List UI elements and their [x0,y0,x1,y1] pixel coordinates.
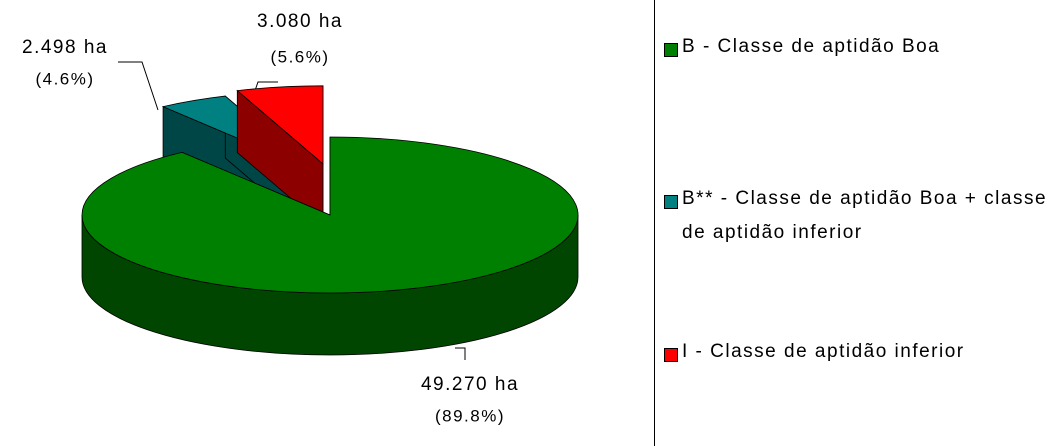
legend-swatch [664,195,678,209]
legend-label: B - Classe de aptidão Boa [682,36,941,57]
legend-swatch [664,43,678,57]
legend-border [654,0,655,446]
legend-item: B** - Classe de aptidão Boa + classe de … [664,188,1054,250]
legend-label: I - Classe de aptidão inferior [682,341,965,362]
value-label: 2.498 ha [22,37,108,58]
value-label: 49.270 ha [421,374,519,395]
leader-line [118,61,159,111]
legend-item: I - Classe de aptidão inferior [664,341,1054,369]
value-label: 3.080 ha [257,11,343,32]
percent-label: (89.8%) [435,406,505,425]
legend-item: B - Classe de aptidão Boa [664,36,1054,64]
legend-swatch [664,348,678,362]
percent-label: (4.6%) [35,69,94,88]
chart: 49.270 ha (89.8%) 2.498 ha (4.6%) 3.080 ha (5… [22,11,579,425]
leader-line [455,347,466,360]
slice-top [81,136,579,294]
slice-top [236,85,324,165]
percent-label: (5.6%) [270,47,329,66]
legend-label: B** - Classe de aptidão Boa + classe de … [682,188,1048,243]
